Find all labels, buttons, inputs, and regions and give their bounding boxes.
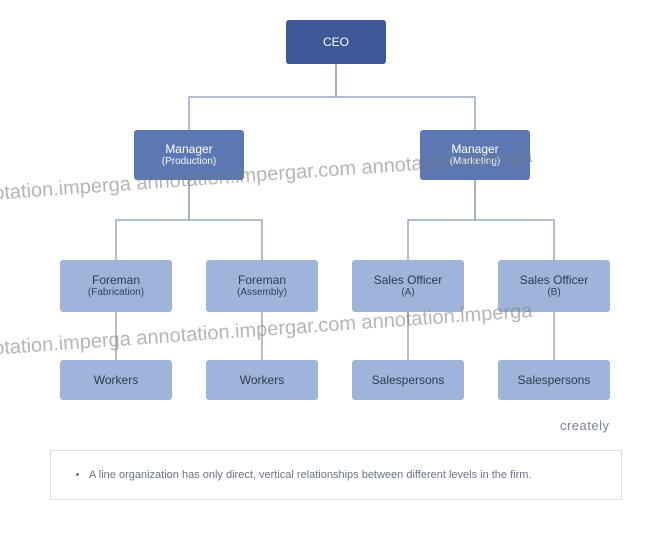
creately-logo: creately xyxy=(560,418,610,433)
node-title: CEO xyxy=(323,35,349,49)
caption-text: A line organization has only direct, ver… xyxy=(89,469,531,481)
node-title: Workers xyxy=(240,373,284,387)
node-title: Workers xyxy=(94,373,138,387)
node-subtitle: (A) xyxy=(401,287,414,299)
node-title: Foreman xyxy=(238,273,286,287)
node-subtitle: (Assembly) xyxy=(237,287,287,299)
node-mgr_mkt: Manager(Marketing) xyxy=(420,130,530,180)
caption-box: A line organization has only direct, ver… xyxy=(50,450,622,500)
node-fore_fab: Foreman(Fabrication) xyxy=(60,260,172,312)
node-title: Manager xyxy=(165,142,212,156)
node-subtitle: (Fabrication) xyxy=(88,287,144,299)
node-mgr_prod: Manager(Production) xyxy=(134,130,244,180)
node-sp1: Salespersons xyxy=(352,360,464,400)
node-sales_a: Sales Officer(A) xyxy=(352,260,464,312)
node-workers2: Workers xyxy=(206,360,318,400)
node-title: Sales Officer xyxy=(520,273,588,287)
node-subtitle: (B) xyxy=(547,287,560,299)
node-title: Manager xyxy=(451,142,498,156)
node-title: Salespersons xyxy=(518,373,591,387)
node-title: Sales Officer xyxy=(374,273,442,287)
node-subtitle: (Production) xyxy=(162,156,216,168)
node-title: Salespersons xyxy=(372,373,445,387)
node-fore_asm: Foreman(Assembly) xyxy=(206,260,318,312)
node-subtitle: (Marketing) xyxy=(450,156,501,168)
node-sales_b: Sales Officer(B) xyxy=(498,260,610,312)
node-ceo: CEO xyxy=(286,20,386,64)
node-sp2: Salespersons xyxy=(498,360,610,400)
node-title: Foreman xyxy=(92,273,140,287)
node-workers1: Workers xyxy=(60,360,172,400)
